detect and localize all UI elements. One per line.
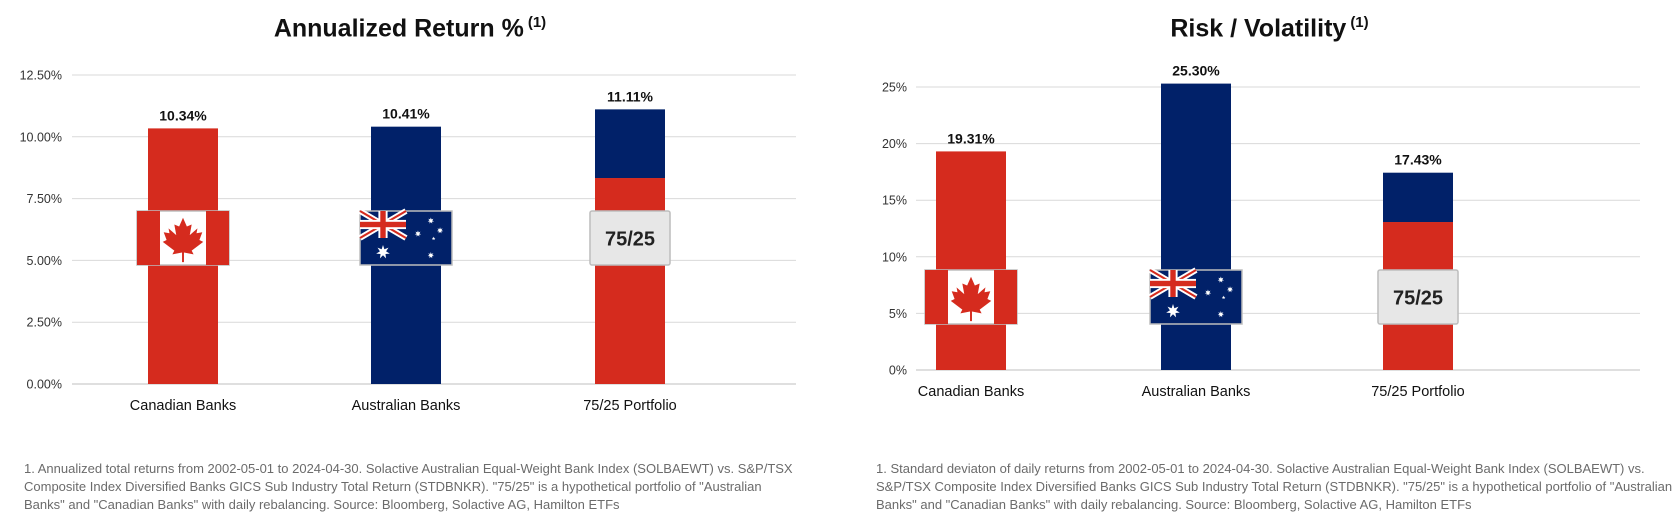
southern-cross-star-icon — [1226, 286, 1234, 293]
southern-cross-star-icon — [1221, 295, 1226, 300]
union-jack-cross-red — [1170, 270, 1176, 297]
flag-right-band — [994, 270, 1017, 324]
x-tick-label: Canadian Banks — [918, 384, 1024, 400]
bar-portfolio-lower-segment — [595, 178, 665, 384]
chart-title: Risk / Volatility (1) — [860, 14, 1679, 43]
y-axis: 0.00% 2.50% 5.00% 7.50% 10.00% 12.50% — [20, 69, 62, 392]
y-tick-label: 12.50% — [20, 69, 62, 83]
southern-cross-star-icon — [427, 252, 434, 259]
y-tick-label: 0% — [889, 364, 907, 378]
y-tick-label: 25% — [882, 81, 907, 95]
southern-cross-star-icon — [1217, 276, 1224, 283]
x-tick-label: Australian Banks — [1142, 384, 1251, 400]
x-tick-label: Australian Banks — [352, 398, 461, 414]
australia-flag-icon — [358, 208, 453, 266]
y-tick-label: 10% — [882, 250, 907, 264]
bar-canadian-banks — [936, 151, 1006, 370]
x-tick-label: Canadian Banks — [130, 398, 236, 414]
southern-cross-star-icon — [431, 236, 436, 241]
bar-portfolio-upper-segment — [1383, 172, 1453, 223]
chart-footnote: 1. Annualized total returns from 2002-05… — [24, 461, 793, 512]
maple-leaf-icon — [162, 217, 204, 263]
y-tick-label: 10.00% — [20, 130, 62, 144]
chart-title-text: Risk / Volatility — [1170, 14, 1347, 43]
chart-title: Annualized Return % (1) — [0, 14, 820, 43]
flag-right-band — [206, 211, 229, 265]
badge-background — [589, 210, 671, 266]
union-jack-icon — [358, 208, 408, 241]
southern-cross-star-icon — [427, 217, 434, 224]
chart-footnote: 1. Standard deviaton of daily returns fr… — [876, 461, 1673, 512]
maple-leaf-icon — [950, 276, 992, 322]
bars — [148, 109, 665, 385]
y-tick-label: 20% — [882, 137, 907, 151]
bar-value-label: 10.34% — [159, 107, 207, 123]
annualized-return-panel: Annualized Return % (1) 0.00% 2.50% 5.00% 7.… — [0, 0, 820, 527]
bar-value-label: 10.41% — [382, 106, 430, 122]
bar-australian-banks — [1161, 83, 1231, 370]
canada-flag-icon — [924, 269, 1018, 325]
commonwealth-star-icon — [1166, 304, 1180, 318]
commonwealth-star-icon — [376, 245, 390, 259]
badge-background — [1377, 269, 1459, 325]
bar-value-label: 17.43% — [1394, 152, 1442, 168]
southern-cross-star-icon — [1217, 311, 1224, 318]
union-jack-cross-red — [380, 211, 386, 238]
chart-title-footnote-marker: (1) — [527, 14, 547, 31]
flag-left-band — [137, 211, 160, 265]
bars — [936, 83, 1453, 370]
annualized-return-chart: 0.00% 2.50% 5.00% 7.50% 10.00% 12.50% 10.34% Ca… — [20, 69, 796, 414]
risk-volatility-panel: Risk / Volatility (1) 0% 5% 10% 15% 20% 25% 19.… — [860, 0, 1679, 527]
chart-title-text: Annualized Return % — [273, 14, 524, 43]
y-tick-label: 7.50% — [27, 192, 62, 206]
y-axis: 0% 5% 10% 15% 20% 25% — [882, 81, 907, 378]
x-tick-label: 75/25 Portfolio — [1371, 384, 1465, 400]
flag-left-band — [925, 270, 948, 324]
x-tick-label: 75/25 Portfolio — [583, 398, 677, 414]
portfolio-75-25-badge: 75/25 — [589, 210, 671, 266]
y-tick-label: 0.00% — [27, 378, 62, 392]
risk-volatility-chart: 0% 5% 10% 15% 20% 25% 19.31% Canadian Banks 25.3… — [882, 63, 1640, 400]
badge-label: 75/25 — [1393, 288, 1443, 310]
canada-flag-icon — [136, 210, 230, 266]
y-tick-label: 15% — [882, 194, 907, 208]
southern-cross-star-icon — [436, 227, 444, 234]
bar-value-label: 25.30% — [1172, 63, 1220, 79]
badge-label: 75/25 — [605, 229, 655, 251]
portfolio-75-25-badge: 75/25 — [1377, 269, 1459, 325]
bar-portfolio-upper-segment — [595, 109, 665, 179]
y-tick-label: 5% — [889, 307, 907, 321]
bar-value-label: 19.31% — [947, 130, 995, 146]
australia-flag-icon — [1148, 267, 1243, 325]
gridlines — [916, 86, 1640, 371]
y-tick-label: 2.50% — [27, 316, 62, 330]
southern-cross-star-icon — [414, 230, 422, 237]
union-jack-icon — [1148, 267, 1198, 300]
chart-title-footnote-marker: (1) — [1350, 14, 1369, 31]
southern-cross-star-icon — [1204, 289, 1212, 296]
bar-value-label: 11.11% — [607, 88, 653, 104]
y-tick-label: 5.00% — [27, 254, 62, 268]
